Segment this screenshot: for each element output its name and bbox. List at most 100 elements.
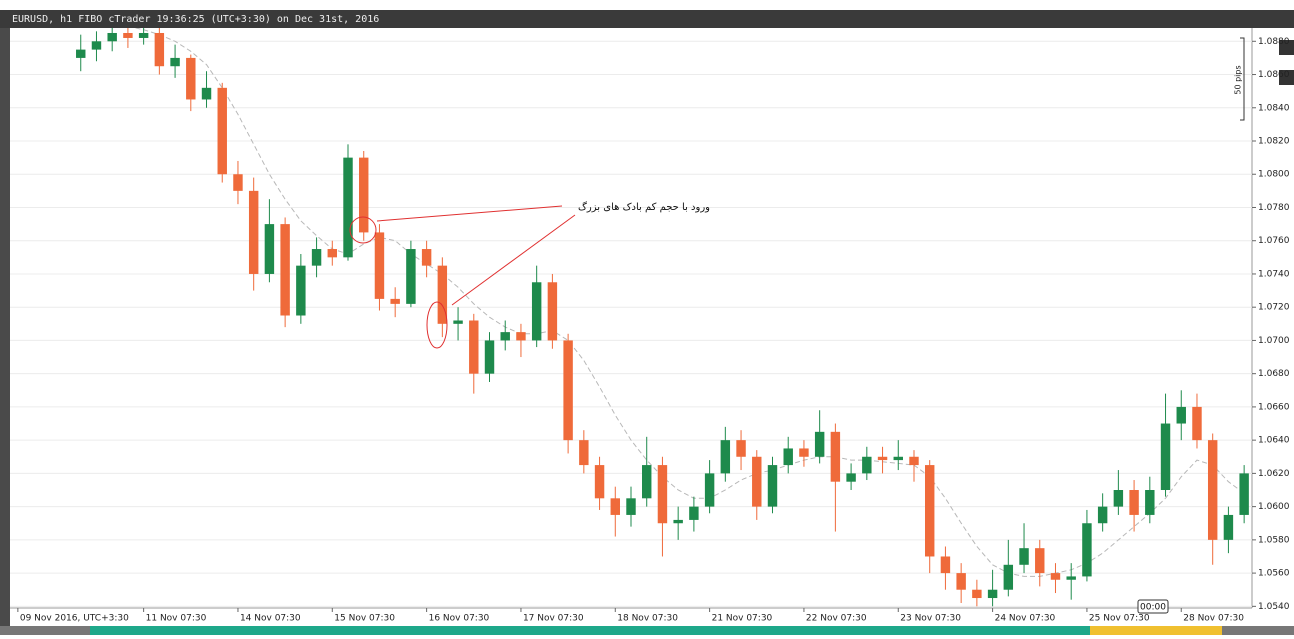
candle-body xyxy=(390,298,400,304)
screenshot-button[interactable] xyxy=(1279,70,1294,85)
candle-body xyxy=(437,265,448,324)
candle-body xyxy=(547,282,558,341)
candle-body xyxy=(704,473,715,507)
candle-body xyxy=(972,589,982,599)
cursor-box xyxy=(1137,599,1169,614)
highlight-circle xyxy=(349,216,377,244)
candle-body xyxy=(1082,523,1092,577)
candle-body xyxy=(657,465,668,524)
scrollbar-range[interactable] xyxy=(90,626,1090,635)
x-tick-label: 22 Nov 07:30 xyxy=(806,614,867,624)
pips-label: 50 pips xyxy=(1234,65,1243,94)
candle-body xyxy=(594,465,605,499)
candle-body xyxy=(1207,440,1218,540)
candle-body xyxy=(1176,406,1186,424)
y-tick-label: 1.0660 xyxy=(1258,402,1290,412)
y-tick-label: 1.0860 xyxy=(1258,70,1290,80)
candle-body xyxy=(531,282,542,341)
candle-body xyxy=(956,573,966,590)
candle-body xyxy=(1066,576,1076,580)
candle-body xyxy=(484,340,495,374)
candle-body xyxy=(1223,514,1234,540)
y-tick-label: 1.0720 xyxy=(1258,303,1290,313)
candle-body xyxy=(767,465,778,507)
candle-body xyxy=(909,456,919,466)
candle-body xyxy=(1129,490,1139,515)
cursor-label: 00:00 xyxy=(1140,603,1166,613)
candle-body xyxy=(799,448,809,457)
popout-button[interactable] xyxy=(1279,40,1294,55)
candle-body xyxy=(877,456,888,461)
y-tick-label: 1.0780 xyxy=(1258,203,1290,213)
y-tick-label: 1.0800 xyxy=(1258,170,1290,180)
candle-body xyxy=(76,49,86,58)
candle-body xyxy=(311,249,322,266)
y-tick-label: 1.0760 xyxy=(1258,236,1290,246)
y-tick-label: 1.0740 xyxy=(1258,269,1290,279)
x-tick-label: 18 Nov 07:30 xyxy=(617,614,678,624)
candle-body xyxy=(862,456,872,474)
candle-body xyxy=(280,224,290,316)
candle-body xyxy=(186,57,196,100)
highlight-ellipse xyxy=(426,301,448,349)
candle-body xyxy=(138,32,149,38)
y-tick-label: 1.0540 xyxy=(1258,602,1290,612)
candle-body xyxy=(421,249,432,266)
x-tick-label: 21 Nov 07:30 xyxy=(712,614,773,624)
candle-body xyxy=(642,465,652,499)
candle-body xyxy=(736,440,746,457)
annotation-line xyxy=(451,214,576,306)
candle-body xyxy=(327,249,338,258)
x-tick-label: 14 Nov 07:30 xyxy=(240,614,301,624)
candle-body xyxy=(154,32,165,67)
x-tick-label: 09 Nov 2016, UTC+3:30 xyxy=(20,614,129,624)
x-tick-label: 11 Nov 07:30 xyxy=(146,614,207,624)
y-tick-label: 1.0640 xyxy=(1258,436,1290,446)
candle-body xyxy=(1113,490,1124,507)
y-tick-label: 1.0700 xyxy=(1258,336,1290,346)
title-bar xyxy=(0,10,1294,28)
annotation-line xyxy=(376,205,563,222)
candle-body xyxy=(264,224,275,274)
candle-body xyxy=(201,87,212,100)
candle-body xyxy=(924,465,935,557)
candle-body xyxy=(1019,548,1029,565)
y-tick-label: 1.0600 xyxy=(1258,502,1290,512)
candle-body xyxy=(406,249,416,304)
candle-body xyxy=(91,41,102,50)
x-tick-label: 23 Nov 07:30 xyxy=(900,614,961,624)
x-tick-label: 17 Nov 07:30 xyxy=(523,614,584,624)
candle-body xyxy=(720,440,731,474)
candle-body xyxy=(359,157,369,233)
candle-body xyxy=(1160,423,1171,491)
candle-body xyxy=(1050,573,1061,580)
candle-body xyxy=(296,265,306,316)
candle-body xyxy=(1239,473,1249,515)
candle-body xyxy=(689,506,699,520)
scrollbar-current[interactable] xyxy=(1090,626,1222,635)
y-tick-label: 1.0620 xyxy=(1258,469,1290,479)
candle-body xyxy=(626,498,636,515)
x-tick-label: 24 Nov 07:30 xyxy=(995,614,1056,624)
plot-area xyxy=(10,28,1252,607)
candle-body xyxy=(610,498,620,515)
y-tick-label: 1.0880 xyxy=(1258,37,1290,47)
candle-body xyxy=(673,519,683,524)
x-tick-label: 25 Nov 07:30 xyxy=(1089,614,1150,624)
annotation: ورود با حجم کم بادک های بزرگ xyxy=(578,200,710,213)
candle-body xyxy=(1145,490,1155,515)
y-tick-label: 1.0840 xyxy=(1258,103,1290,113)
candle-body xyxy=(846,473,856,482)
candle-body xyxy=(469,320,479,374)
candle-body xyxy=(1003,564,1014,590)
x-tick-label: 16 Nov 07:30 xyxy=(429,614,490,624)
pips-bracket xyxy=(1240,37,1245,121)
y-tick-label: 1.0560 xyxy=(1258,569,1290,579)
candle-body xyxy=(248,190,259,274)
chart-title: EURUSD, h1 FIBO cTrader 19:36:25 (UTC+3:… xyxy=(12,14,379,25)
candle-body xyxy=(563,340,573,441)
left-border xyxy=(0,28,10,635)
